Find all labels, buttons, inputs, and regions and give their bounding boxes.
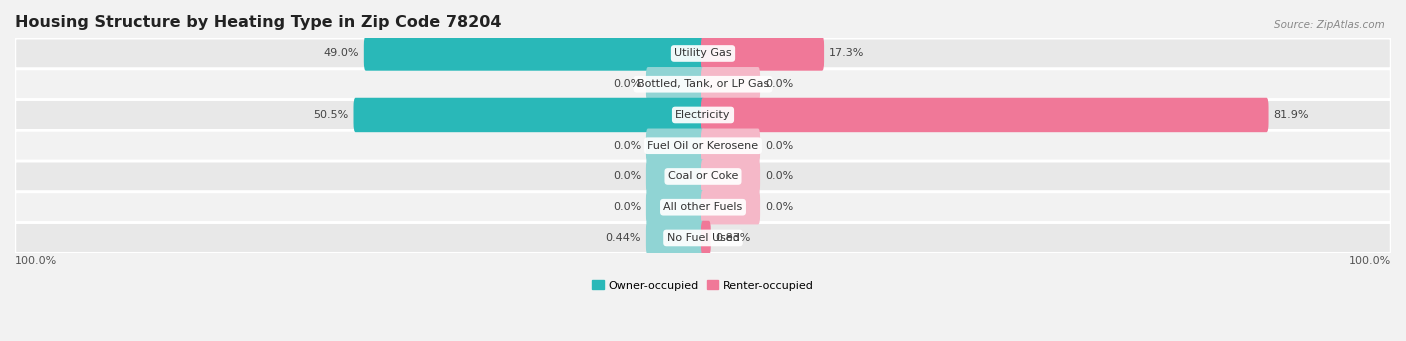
FancyBboxPatch shape: [645, 129, 704, 163]
FancyBboxPatch shape: [15, 223, 1391, 253]
Legend: Owner-occupied, Renter-occupied: Owner-occupied, Renter-occupied: [588, 276, 818, 295]
FancyBboxPatch shape: [645, 221, 704, 255]
FancyBboxPatch shape: [15, 161, 1391, 192]
FancyBboxPatch shape: [645, 67, 704, 101]
FancyBboxPatch shape: [702, 67, 761, 101]
Text: 81.9%: 81.9%: [1274, 110, 1309, 120]
Text: Source: ZipAtlas.com: Source: ZipAtlas.com: [1274, 20, 1385, 30]
Text: Housing Structure by Heating Type in Zip Code 78204: Housing Structure by Heating Type in Zip…: [15, 15, 502, 30]
Text: Utility Gas: Utility Gas: [675, 48, 731, 59]
Text: 0.0%: 0.0%: [765, 172, 793, 181]
FancyBboxPatch shape: [15, 130, 1391, 161]
FancyBboxPatch shape: [702, 129, 761, 163]
FancyBboxPatch shape: [702, 98, 1268, 132]
Text: 0.0%: 0.0%: [765, 202, 793, 212]
FancyBboxPatch shape: [702, 190, 761, 224]
Text: 50.5%: 50.5%: [314, 110, 349, 120]
FancyBboxPatch shape: [15, 69, 1391, 100]
FancyBboxPatch shape: [15, 38, 1391, 69]
Text: Electricity: Electricity: [675, 110, 731, 120]
FancyBboxPatch shape: [15, 192, 1391, 223]
Text: 0.0%: 0.0%: [613, 202, 641, 212]
Text: 0.83%: 0.83%: [716, 233, 751, 243]
Text: 17.3%: 17.3%: [830, 48, 865, 59]
Text: Coal or Coke: Coal or Coke: [668, 172, 738, 181]
Text: 0.0%: 0.0%: [765, 79, 793, 89]
Text: All other Fuels: All other Fuels: [664, 202, 742, 212]
FancyBboxPatch shape: [364, 36, 704, 71]
Text: Fuel Oil or Kerosene: Fuel Oil or Kerosene: [647, 141, 759, 151]
FancyBboxPatch shape: [702, 159, 761, 194]
Text: 0.0%: 0.0%: [765, 141, 793, 151]
Text: 0.0%: 0.0%: [613, 172, 641, 181]
FancyBboxPatch shape: [702, 36, 824, 71]
Text: 0.0%: 0.0%: [613, 141, 641, 151]
FancyBboxPatch shape: [15, 100, 1391, 130]
FancyBboxPatch shape: [645, 190, 704, 224]
Text: No Fuel Used: No Fuel Used: [666, 233, 740, 243]
Text: 0.0%: 0.0%: [613, 79, 641, 89]
Text: 100.0%: 100.0%: [15, 256, 58, 266]
FancyBboxPatch shape: [353, 98, 704, 132]
Text: 0.44%: 0.44%: [606, 233, 641, 243]
Text: 100.0%: 100.0%: [1348, 256, 1391, 266]
Text: Bottled, Tank, or LP Gas: Bottled, Tank, or LP Gas: [637, 79, 769, 89]
FancyBboxPatch shape: [645, 159, 704, 194]
Text: 49.0%: 49.0%: [323, 48, 359, 59]
FancyBboxPatch shape: [702, 221, 711, 255]
